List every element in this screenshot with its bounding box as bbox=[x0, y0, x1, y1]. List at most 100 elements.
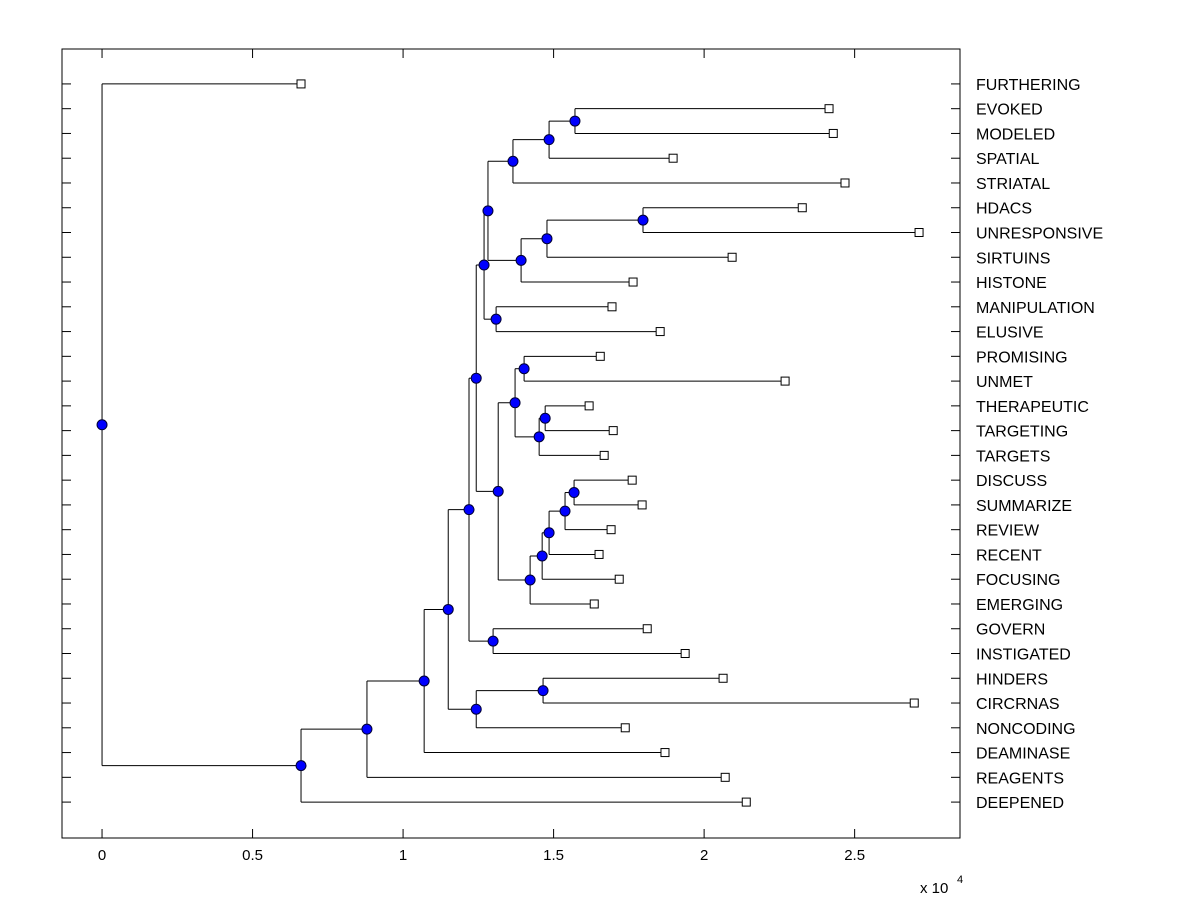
cluster-node bbox=[509, 397, 521, 409]
cluster-node bbox=[536, 550, 548, 562]
leaf-label: INSTIGATED bbox=[976, 647, 1071, 664]
leaf-label: UNMET bbox=[976, 374, 1033, 391]
cluster-node bbox=[492, 485, 504, 497]
leaf-marker bbox=[594, 549, 604, 559]
cluster-node bbox=[507, 155, 519, 167]
cluster-node bbox=[442, 603, 454, 615]
cluster-node bbox=[463, 504, 475, 516]
leaf-marker bbox=[599, 450, 609, 460]
cluster-node bbox=[537, 685, 549, 697]
leaf-label: GOVERN bbox=[976, 622, 1045, 639]
x-tick-label: 0.5 bbox=[242, 847, 263, 864]
leaf-marker bbox=[584, 401, 594, 411]
leaf-label: TARGETS bbox=[976, 448, 1050, 465]
cluster-node bbox=[470, 372, 482, 384]
leaf-label: SUMMARIZE bbox=[976, 498, 1072, 515]
leaf-labels: FURTHERING EVOKED MODELED SPATIAL STRIATAL HD… bbox=[976, 77, 1103, 812]
cluster-node bbox=[490, 313, 502, 325]
leaf-marker bbox=[720, 772, 730, 782]
leaf-label: MODELED bbox=[976, 126, 1055, 143]
leaf-marker bbox=[660, 748, 670, 758]
leaf-label: TARGETING bbox=[976, 424, 1068, 441]
leaf-label: UNRESPONSIVE bbox=[976, 226, 1103, 243]
leaf-marker bbox=[296, 79, 306, 89]
leaf-marker bbox=[637, 500, 647, 510]
leaf-marker bbox=[797, 203, 807, 213]
x-tick-label: 2 bbox=[700, 847, 708, 864]
leaf-label: DEEPENED bbox=[976, 795, 1064, 812]
leaf-label: SPATIAL bbox=[976, 151, 1040, 168]
leaf-marker bbox=[628, 277, 638, 287]
cluster-node bbox=[543, 134, 555, 146]
cluster-node bbox=[524, 574, 536, 586]
cluster-node bbox=[569, 115, 581, 127]
cluster-node bbox=[487, 635, 499, 647]
leaf-marker bbox=[741, 797, 751, 807]
leaf-marker bbox=[718, 673, 728, 683]
leaf-label: HDACS bbox=[976, 201, 1032, 218]
cluster-node bbox=[539, 412, 551, 424]
leaf-marker bbox=[840, 178, 850, 188]
cluster-node bbox=[543, 527, 555, 539]
cluster-node bbox=[478, 259, 490, 271]
leaf-marker bbox=[680, 649, 690, 659]
leaf-marker bbox=[828, 128, 838, 138]
cluster-node bbox=[541, 233, 553, 245]
cluster-node bbox=[96, 419, 108, 431]
leaf-marker bbox=[607, 302, 617, 312]
x-axis-multiplier: x 10 bbox=[920, 880, 948, 897]
leaf-label: HISTONE bbox=[976, 275, 1047, 292]
leaf-marker bbox=[627, 475, 637, 485]
leaf-marker bbox=[655, 327, 665, 337]
leaf-marker bbox=[595, 351, 605, 361]
leaf-marker bbox=[909, 698, 919, 708]
leaf-marker bbox=[668, 153, 678, 163]
leaf-label: SIRTUINS bbox=[976, 250, 1050, 267]
leaf-marker bbox=[608, 426, 618, 436]
cluster-node bbox=[418, 675, 430, 687]
leaf-label: STRIATAL bbox=[976, 176, 1050, 193]
x-axis-multiplier-exponent: 4 bbox=[957, 874, 963, 886]
cluster-node bbox=[568, 487, 580, 499]
cluster-node bbox=[518, 363, 530, 375]
cluster-node bbox=[533, 431, 545, 443]
x-tick-label: 0 bbox=[98, 847, 106, 864]
leaf-marker bbox=[642, 624, 652, 634]
cluster-node bbox=[515, 254, 527, 266]
leaf-marker bbox=[727, 252, 737, 262]
plot-area bbox=[61, 48, 961, 839]
cluster-node bbox=[559, 505, 571, 517]
leaf-label: PROMISING bbox=[976, 349, 1068, 366]
x-tick-label: 2.5 bbox=[844, 847, 865, 864]
leaf-marker bbox=[824, 104, 834, 114]
leaf-label: RECENT bbox=[976, 547, 1042, 564]
leaf-label: REAGENTS bbox=[976, 770, 1064, 787]
x-tick-label: 1.5 bbox=[543, 847, 564, 864]
leaf-label: CIRCRNAS bbox=[976, 696, 1060, 713]
leaf-label: ELUSIVE bbox=[976, 325, 1044, 342]
cluster-node bbox=[470, 703, 482, 715]
leaf-label: NONCODING bbox=[976, 721, 1076, 738]
cluster-node bbox=[482, 205, 494, 217]
leaf-label: FOCUSING bbox=[976, 572, 1060, 589]
leaf-label: HINDERS bbox=[976, 671, 1048, 688]
node-markers bbox=[96, 115, 649, 772]
leaf-marker bbox=[914, 228, 924, 238]
cluster-node bbox=[637, 214, 649, 226]
leaf-label: EVOKED bbox=[976, 102, 1043, 119]
x-axis-ticks: 0 0.5 1 1.5 2 2.5 bbox=[98, 49, 865, 864]
leaf-markers bbox=[296, 79, 924, 807]
leaf-label: THERAPEUTIC bbox=[976, 399, 1089, 416]
cluster-node bbox=[361, 723, 373, 735]
leaf-label: MANIPULATION bbox=[976, 300, 1095, 317]
leaf-label: FURTHERING bbox=[976, 77, 1081, 94]
leaf-marker bbox=[614, 574, 624, 584]
x-tick-label: 1 bbox=[399, 847, 407, 864]
leaf-marker bbox=[589, 599, 599, 609]
leaf-marker bbox=[780, 376, 790, 386]
leaf-label: DISCUSS bbox=[976, 473, 1047, 490]
leaf-label: DEAMINASE bbox=[976, 746, 1070, 763]
y-axis-ticks bbox=[62, 83, 960, 803]
leaf-label: EMERGING bbox=[976, 597, 1063, 614]
